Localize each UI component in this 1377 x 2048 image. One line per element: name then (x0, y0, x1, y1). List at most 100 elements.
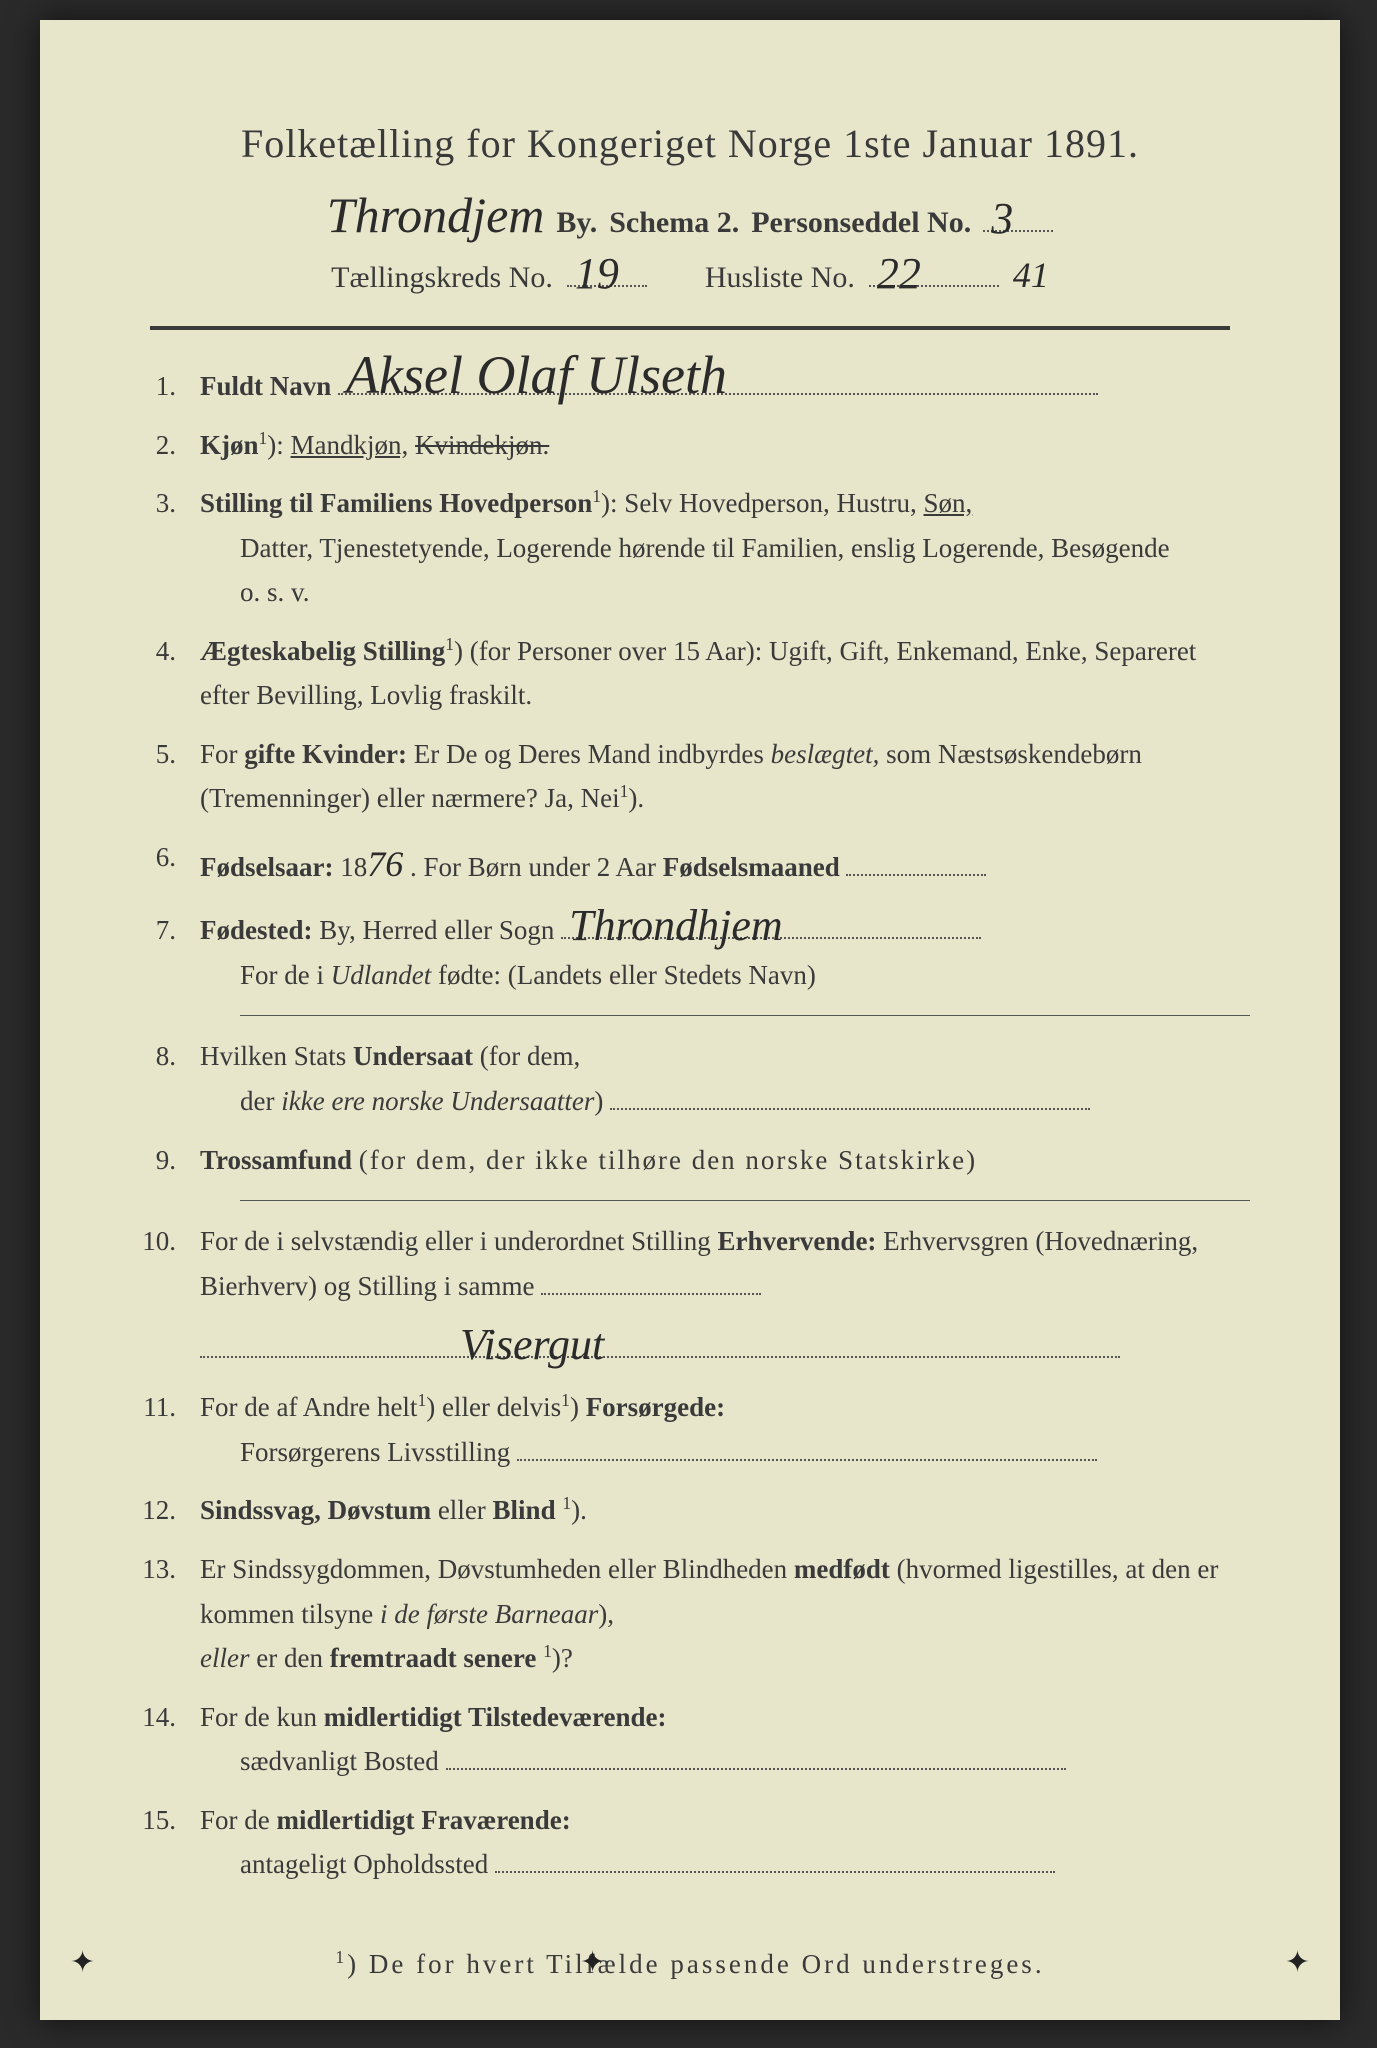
q5-label-a: For (200, 739, 238, 769)
husliste-label: Husliste No. (705, 261, 855, 295)
q13-label2: fremtraadt senere (330, 1643, 537, 1673)
q2-selected: Mandkjøn, (291, 430, 409, 460)
q11-text-a: For de af Andre helt (200, 1392, 417, 1422)
person-label: Personseddel No. (751, 206, 971, 240)
q6-label: Fødselsaar: (200, 852, 333, 882)
q5-num: 5. (130, 732, 200, 777)
q14-text-b: sædvanligt Bosted (240, 1746, 439, 1776)
q1-num: 1. (130, 364, 200, 409)
q6-month-field (846, 846, 986, 876)
footnote: 1) De for hvert Tilfælde passende Ord un… (130, 1947, 1250, 1980)
q15-text-a: For de (200, 1805, 270, 1835)
header-row-2: Tællingskreds No. 19 Husliste No. 22 41 (130, 254, 1250, 296)
q12-num: 12. (130, 1488, 200, 1533)
q2-num: 2. (130, 423, 200, 468)
q9-num: 9. (130, 1138, 200, 1183)
q12-label2: Blind (493, 1495, 556, 1525)
q7-text-c: fødte: (Landets eller Stedets Navn) (438, 960, 816, 990)
q7-label: Fødested: (200, 915, 312, 945)
kreds-label: Tællingskreds No. (331, 261, 553, 295)
q7-num: 7. (130, 908, 200, 953)
q13-text-a: Er Sindssygdommen, Døvstumheden eller Bl… (200, 1554, 787, 1584)
q13-num: 13. (130, 1547, 200, 1592)
husliste-no-field: 22 (869, 254, 999, 287)
q2-label: Kjøn (200, 430, 259, 460)
form-title: Folketælling for Kongeriget Norge 1ste J… (130, 120, 1250, 167)
q8-text-b: (for dem, (480, 1041, 580, 1071)
alignment-mark-center: ✦ (580, 1945, 605, 1980)
q15-label: midlertidigt Fraværende: (277, 1805, 571, 1835)
q13-sup: 1 (543, 1641, 552, 1661)
q14-label: midlertidigt Tilstedeværende: (324, 1702, 667, 1732)
q3-sup: 1 (592, 486, 601, 506)
q15-num: 15. (130, 1798, 200, 1843)
q11-sup2: 1 (561, 1390, 570, 1410)
q11-num: 11. (130, 1385, 200, 1430)
q6-num: 6. (130, 835, 200, 880)
q3-row: 3. Stilling til Familiens Hovedperson1):… (130, 481, 1250, 615)
person-no-field: 3 (983, 199, 1053, 232)
q8-field (610, 1080, 1090, 1110)
q10-value: Visergut (460, 1327, 604, 1362)
footnote-sup: 1 (335, 1947, 347, 1967)
alignment-mark-left: ✦ (70, 1945, 95, 1980)
husliste-no-value: 22 (877, 256, 921, 291)
q7-value: Throndhjem (569, 908, 783, 943)
q11-text-c: Forsørgerens Livsstilling (240, 1437, 510, 1467)
q1-label: Fuldt Navn (200, 371, 331, 401)
q4-num: 4. (130, 629, 200, 674)
city-suffix: By. (556, 206, 597, 240)
q13-label: medfødt (794, 1554, 890, 1584)
q3-selected: Søn, (924, 488, 973, 518)
q12-sup: 1 (562, 1493, 571, 1513)
q4-row: 4. Ægteskabelig Stilling1) (for Personer… (130, 629, 1250, 718)
q14-num: 14. (130, 1695, 200, 1740)
q10-num: 10. (130, 1219, 200, 1264)
q13-row: 13. Er Sindssygdommen, Døvstumheden elle… (130, 1547, 1250, 1681)
q9-row: 9. Trossamfund (for dem, der ikke tilhør… (130, 1138, 1250, 1183)
q3-text-c: o. s. v. (240, 570, 1250, 615)
q7-row: 7. Fødested: By, Herred eller Sogn Thron… (130, 908, 1250, 997)
q9-text: (for dem, der ikke tilhøre den norske St… (359, 1145, 977, 1175)
q11-label: Forsørgede: (586, 1392, 725, 1422)
q12-text-a: eller (438, 1495, 486, 1525)
kreds-no-value: 19 (575, 256, 619, 291)
q3-label: Stilling til Familiens Hovedperson (200, 488, 592, 518)
q10-text-a: For de i selvstændig eller i underordnet… (200, 1226, 711, 1256)
q10-label: Erhvervende: (717, 1226, 876, 1256)
q6-prefix: 18 (340, 852, 367, 882)
q14-row: 14. For de kun midlertidigt Tilstedevære… (130, 1695, 1250, 1784)
q2-row: 2. Kjøn1): Mandkjøn, Kvindekjøn. (130, 423, 1250, 468)
q5-label-b: gifte Kvinder: (244, 739, 407, 769)
q15-field (495, 1844, 1055, 1874)
q1-row: 1. Fuldt Navn Aksel Olaf Ulseth (130, 364, 1250, 409)
q6-label2: Fødselsmaaned (663, 852, 840, 882)
q7-text-a: By, Herred eller Sogn (319, 915, 554, 945)
person-no-value: 3 (991, 201, 1013, 236)
q8-row: 8. Hvilken Stats Undersaat (for dem, der… (130, 1034, 1250, 1123)
alignment-mark-right: ✦ (1285, 1945, 1310, 1980)
q15-text-b: antageligt Opholdssted (240, 1849, 488, 1879)
q4-sup: 1 (445, 634, 454, 654)
q3-num: 3. (130, 481, 200, 526)
census-form-page: Folketælling for Kongeriget Norge 1ste J… (40, 20, 1340, 2020)
q12-label: Sindssvag, Døvstum (200, 1495, 431, 1525)
q1-field: Aksel Olaf Ulseth (338, 365, 1098, 395)
q6-row: 6. Fødselsaar: 1876 . For Børn under 2 A… (130, 835, 1250, 894)
q5-text-i: beslægtet, (771, 739, 880, 769)
q14-field (446, 1741, 1066, 1771)
q8-text-c: der (240, 1086, 274, 1116)
q5-text-a: Er De og Deres Mand indbyrdes (414, 739, 764, 769)
q10-row: 10. For de i selvstændig eller i underor… (130, 1219, 1250, 1371)
q14-text-a: For de kun (200, 1702, 317, 1732)
header-row-1: Throndjem By. Schema 2. Personseddel No.… (130, 195, 1250, 240)
divider-2 (240, 1200, 1250, 1201)
q2-struck: Kvindekjøn. (415, 430, 549, 460)
city-handwritten: Throndjem (327, 195, 545, 235)
q7-field: Throndhjem (561, 910, 981, 940)
divider-top (150, 326, 1230, 330)
q11-field (517, 1431, 1097, 1461)
q8-num: 8. (130, 1034, 200, 1079)
q2-sup: 1 (259, 428, 268, 448)
schema-label: Schema 2. (609, 206, 739, 240)
